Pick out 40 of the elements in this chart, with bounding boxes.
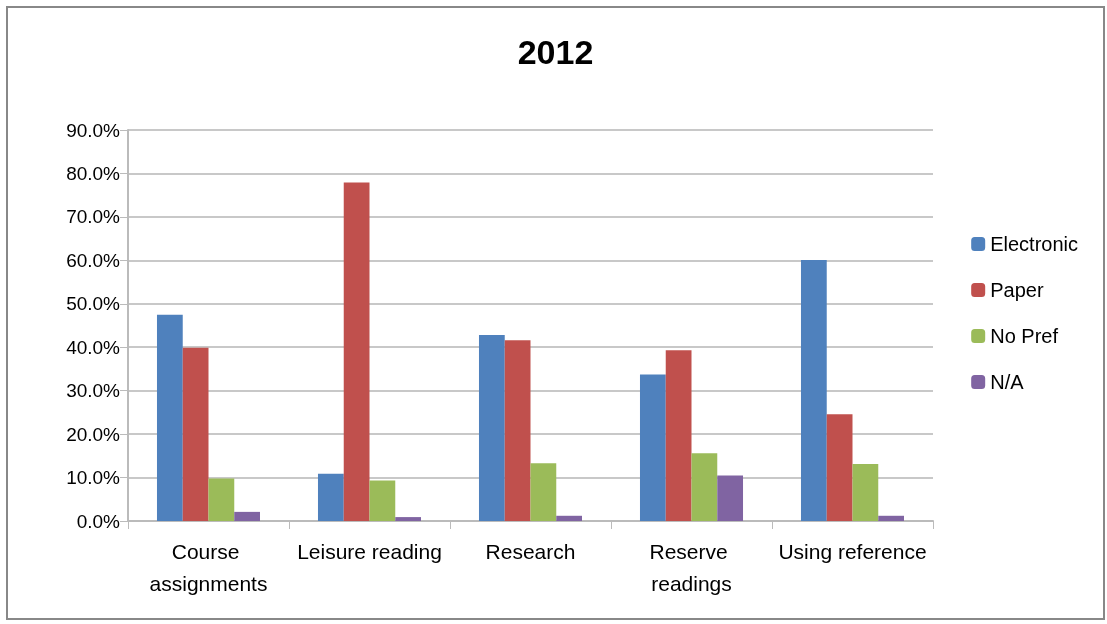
bar [156, 314, 183, 521]
bar [208, 478, 235, 521]
y-tick-label: 10.0% [66, 467, 121, 489]
x-tick-label: Reserve readings [649, 539, 734, 595]
legend-label: Electronic [990, 233, 1078, 255]
y-tick-label: 30.0% [66, 380, 121, 402]
bar [852, 464, 879, 521]
bar [234, 511, 261, 521]
bar [343, 182, 370, 521]
bar [369, 480, 396, 521]
chart-title: 2012 [517, 33, 594, 71]
legend-label: N/A [990, 371, 1025, 393]
bar [478, 335, 505, 521]
bar [530, 463, 557, 521]
bar [182, 347, 209, 521]
y-tick-label: 40.0% [66, 336, 121, 358]
bar [504, 340, 531, 521]
y-tick-label: 70.0% [66, 206, 121, 228]
legend-label: No Pref [990, 325, 1059, 347]
y-tick-label: 0.0% [76, 510, 121, 532]
bar [826, 414, 853, 521]
bar [691, 453, 718, 521]
legend-label: Paper [990, 279, 1044, 301]
bar [717, 475, 744, 521]
y-tick-label: 90.0% [66, 119, 121, 141]
bar [317, 473, 344, 521]
x-tick-label: Course assignments [149, 539, 268, 595]
x-tick-label: Using reference [778, 539, 927, 563]
x-tick-label: Research [485, 539, 576, 563]
bar [556, 515, 583, 521]
bar [665, 350, 692, 521]
bar [878, 515, 905, 521]
y-tick-label: 80.0% [66, 162, 121, 184]
bar [800, 259, 827, 521]
x-tick-label: Leisure reading [297, 539, 442, 563]
bar [639, 374, 666, 521]
y-tick-label: 50.0% [66, 293, 121, 315]
bar [395, 517, 422, 521]
y-tick-label: 60.0% [66, 249, 121, 271]
y-tick-label: 20.0% [66, 423, 121, 445]
